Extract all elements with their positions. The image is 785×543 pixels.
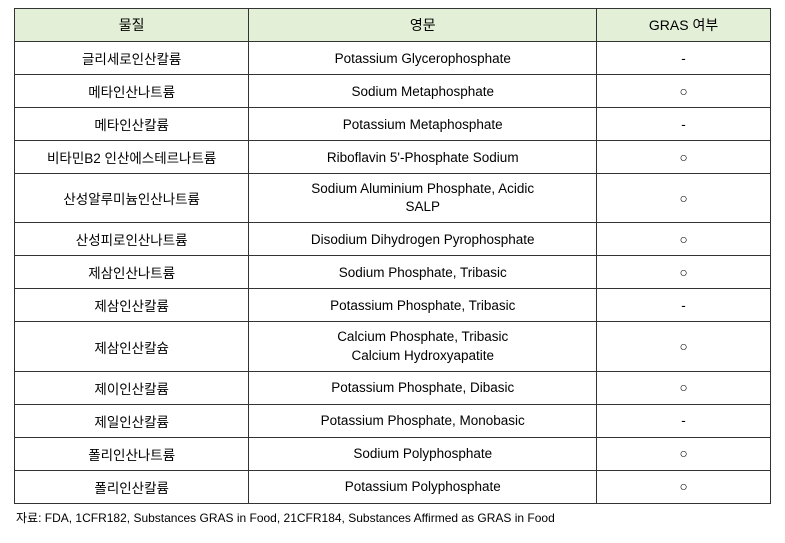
cell-substance: 폴리인산칼륨 [15,470,249,503]
cell-substance: 메타인산나트륨 [15,75,249,108]
cell-gras: ○ [597,322,771,371]
cell-substance: 산성피로인산나트륨 [15,223,249,256]
table-header-row: 물질 영문 GRAS 여부 [15,9,771,42]
cell-gras: ○ [597,470,771,503]
table-row: 폴리인산나트륨Sodium Polyphosphate○ [15,437,771,470]
cell-english: Sodium Phosphate, Tribasic [249,256,597,289]
cell-english: Potassium Metaphosphate [249,108,597,141]
cell-substance: 산성알루미늄인산나트륨 [15,174,249,223]
cell-gras: ○ [597,174,771,223]
cell-english: Potassium Phosphate, Tribasic [249,289,597,322]
cell-substance: 제일인산칼륨 [15,404,249,437]
table-row: 산성알루미늄인산나트륨Sodium Aluminium Phosphate, A… [15,174,771,223]
table-row: 제삼인산나트륨Sodium Phosphate, Tribasic○ [15,256,771,289]
cell-english: Potassium Glycerophosphate [249,42,597,75]
cell-english: Calcium Phosphate, TribasicCalcium Hydro… [249,322,597,371]
cell-english: Potassium Phosphate, Monobasic [249,404,597,437]
cell-gras: - [597,42,771,75]
cell-english: Sodium Aluminium Phosphate, AcidicSALP [249,174,597,223]
cell-gras: ○ [597,437,771,470]
table-row: 제일인산칼륨Potassium Phosphate, Monobasic- [15,404,771,437]
table-row: 산성피로인산나트륨Disodium Dihydrogen Pyrophospha… [15,223,771,256]
cell-english: Potassium Polyphosphate [249,470,597,503]
cell-gras: - [597,108,771,141]
cell-substance: 폴리인산나트륨 [15,437,249,470]
table-body: 글리세로인산칼륨Potassium Glycerophosphate-메타인산나… [15,42,771,504]
cell-substance: 제삼인산나트륨 [15,256,249,289]
table-row: 제이인산칼륨Potassium Phosphate, Dibasic○ [15,371,771,404]
cell-english: Riboflavin 5'-Phosphate Sodium [249,141,597,174]
col-header-substance: 물질 [15,9,249,42]
table-row: 메타인산나트륨Sodium Metaphosphate○ [15,75,771,108]
cell-english: Disodium Dihydrogen Pyrophosphate [249,223,597,256]
cell-substance: 제이인산칼륨 [15,371,249,404]
source-note: 자료: FDA, 1CFR182, Substances GRAS in Foo… [14,504,771,526]
cell-gras: ○ [597,223,771,256]
table-row: 글리세로인산칼륨Potassium Glycerophosphate- [15,42,771,75]
cell-substance: 글리세로인산칼륨 [15,42,249,75]
col-header-gras: GRAS 여부 [597,9,771,42]
cell-gras: ○ [597,141,771,174]
table-row: 폴리인산칼륨Potassium Polyphosphate○ [15,470,771,503]
cell-english: Sodium Metaphosphate [249,75,597,108]
cell-gras: - [597,404,771,437]
cell-english: Sodium Polyphosphate [249,437,597,470]
table-row: 비타민B2 인산에스테르나트륨Riboflavin 5'-Phosphate S… [15,141,771,174]
gras-substances-table: 물질 영문 GRAS 여부 글리세로인산칼륨Potassium Glycerop… [14,8,771,504]
cell-gras: ○ [597,371,771,404]
cell-substance: 비타민B2 인산에스테르나트륨 [15,141,249,174]
cell-gras: ○ [597,256,771,289]
col-header-english: 영문 [249,9,597,42]
cell-english: Potassium Phosphate, Dibasic [249,371,597,404]
table-row: 제삼인산칼슘Calcium Phosphate, TribasicCalcium… [15,322,771,371]
cell-gras: ○ [597,75,771,108]
cell-substance: 제삼인산칼륨 [15,289,249,322]
cell-gras: - [597,289,771,322]
cell-substance: 제삼인산칼슘 [15,322,249,371]
table-row: 메타인산칼륨Potassium Metaphosphate- [15,108,771,141]
cell-substance: 메타인산칼륨 [15,108,249,141]
table-row: 제삼인산칼륨Potassium Phosphate, Tribasic- [15,289,771,322]
